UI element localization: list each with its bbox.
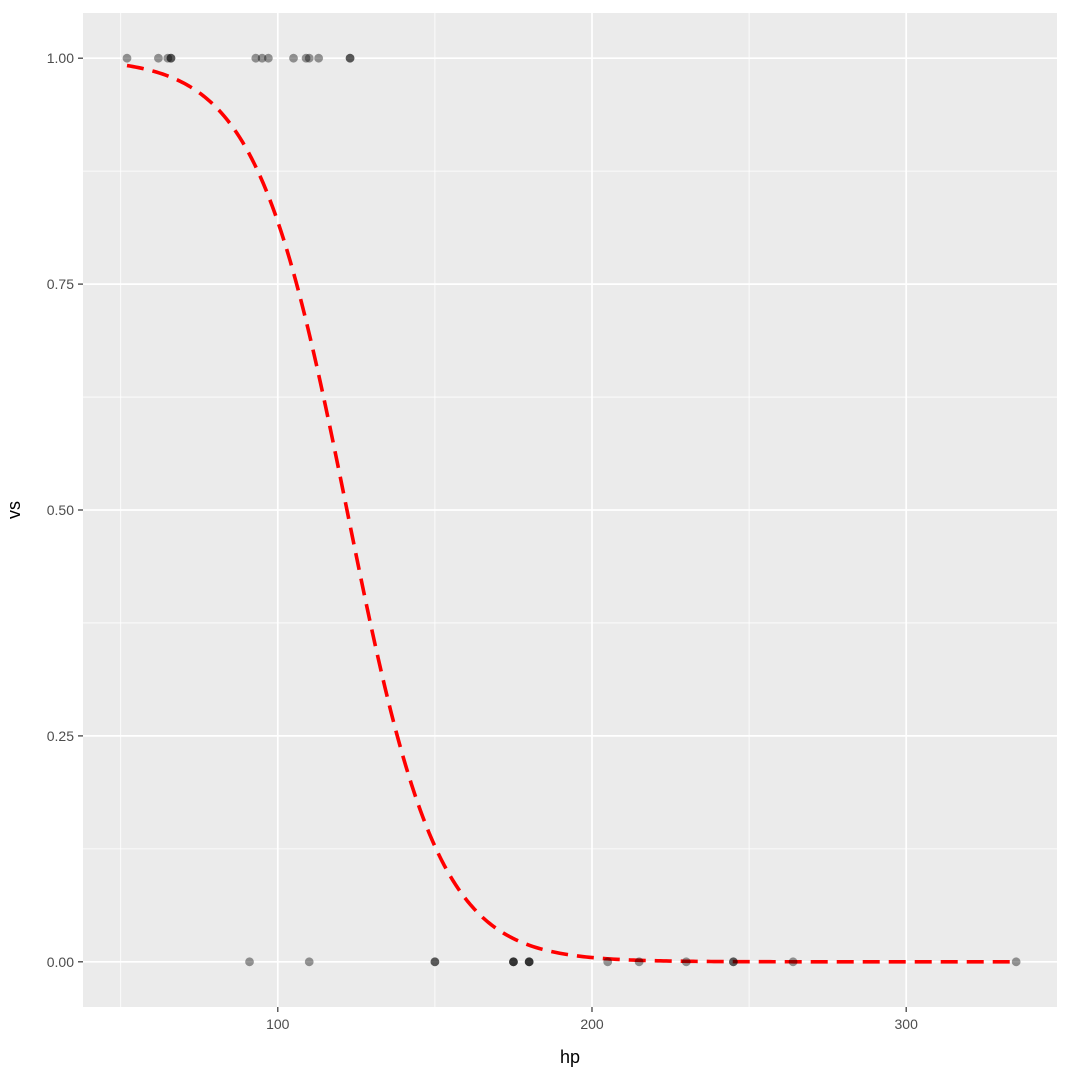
data-point (304, 53, 314, 63)
y-axis-title: vs (4, 501, 24, 519)
x-tick-label: 300 (895, 1016, 919, 1032)
data-point (289, 53, 298, 63)
data-point (681, 957, 691, 967)
data-point (788, 957, 798, 967)
y-tick-label: 0.00 (47, 954, 74, 970)
y-axis: 0.00 0.25 0.50 0.75 1.00 (47, 50, 83, 970)
data-point (245, 957, 254, 967)
data-point (509, 957, 518, 967)
data-point (524, 957, 534, 967)
data-point (728, 957, 738, 967)
data-point (314, 53, 324, 63)
data-point (634, 957, 644, 967)
x-tick-label: 100 (266, 1016, 290, 1032)
data-point (251, 53, 261, 63)
x-axis-title: hp (560, 1047, 580, 1067)
data-point (1011, 957, 1021, 967)
data-point (154, 53, 163, 63)
data-point (345, 53, 355, 63)
data-point (603, 957, 613, 967)
x-tick-label: 200 (580, 1016, 604, 1032)
data-point (524, 957, 534, 967)
data-point (345, 53, 355, 63)
data-point (257, 53, 267, 63)
y-tick-label: 1.00 (47, 50, 74, 66)
data-point (163, 53, 173, 63)
y-tick-label: 0.25 (47, 728, 74, 744)
data-point (430, 957, 440, 967)
fit-layer (126, 63, 1017, 964)
y-tick-label: 0.75 (47, 276, 74, 292)
data-point (524, 957, 534, 967)
data-point (166, 53, 176, 63)
data-point (509, 957, 518, 967)
points-layer (122, 53, 1021, 967)
data-point (263, 53, 273, 63)
data-point (122, 53, 132, 63)
y-tick-label: 0.50 (47, 502, 74, 518)
data-point (166, 53, 176, 63)
data-point (728, 957, 738, 967)
data-point (509, 957, 518, 967)
data-point (301, 53, 311, 63)
data-point (304, 957, 314, 967)
x-axis: 100 200 300 (266, 1007, 918, 1032)
data-point (430, 957, 440, 967)
fit-curve (126, 63, 1017, 964)
